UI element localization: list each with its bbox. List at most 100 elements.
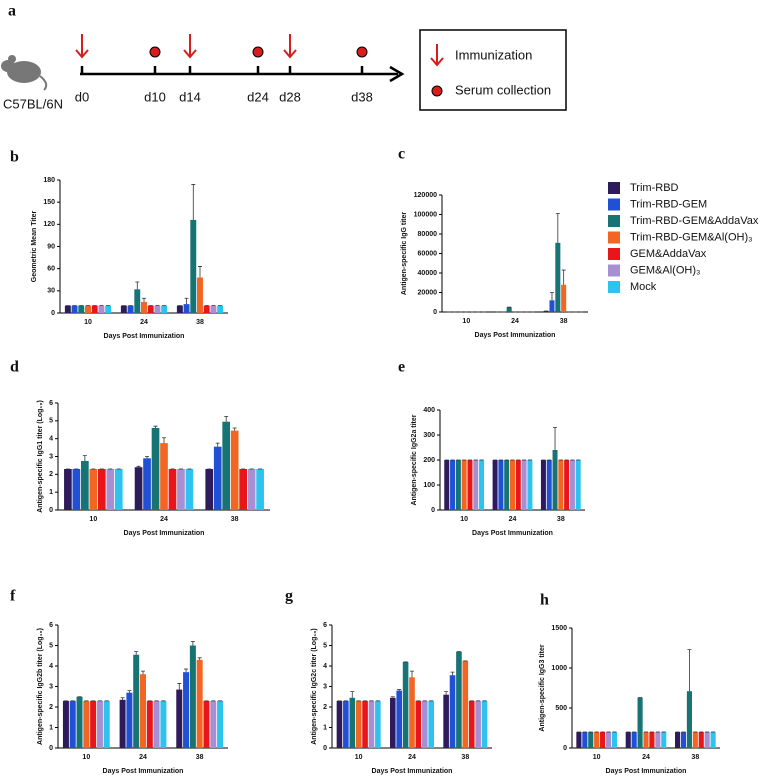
bar bbox=[205, 468, 214, 510]
x-tick-label: 38 bbox=[461, 754, 469, 761]
y-tick-label: 6 bbox=[323, 622, 327, 629]
bar bbox=[649, 732, 655, 748]
bar bbox=[161, 305, 168, 313]
bar bbox=[443, 694, 449, 748]
y-tick-label: 4 bbox=[49, 436, 53, 443]
bar bbox=[576, 732, 582, 748]
bar bbox=[637, 697, 643, 748]
y-tick-label: 5 bbox=[49, 418, 53, 425]
error-bar bbox=[145, 456, 150, 459]
bar bbox=[468, 700, 475, 748]
bar bbox=[147, 305, 154, 313]
day-label: d28 bbox=[279, 89, 301, 104]
bar bbox=[210, 700, 217, 748]
bar bbox=[217, 305, 224, 313]
bar bbox=[422, 700, 428, 748]
y-tick-label: 60 bbox=[47, 266, 55, 273]
x-tick-label: 38 bbox=[231, 516, 239, 523]
legend-swatch bbox=[608, 231, 620, 244]
legend-swatch bbox=[608, 215, 620, 227]
bar bbox=[89, 468, 98, 510]
y-tick-label: 20000 bbox=[418, 289, 438, 296]
error-bar bbox=[184, 297, 189, 305]
day-label: d24 bbox=[247, 89, 269, 104]
bar bbox=[631, 732, 637, 748]
legend-swatch bbox=[608, 198, 620, 211]
bar bbox=[510, 460, 515, 510]
bar bbox=[78, 305, 85, 313]
x-tick-label: 24 bbox=[160, 516, 168, 523]
error-bar bbox=[198, 266, 202, 278]
bar bbox=[197, 277, 203, 313]
bar bbox=[475, 700, 481, 748]
x-tick-label: 38 bbox=[196, 319, 204, 326]
error-bar bbox=[215, 442, 220, 447]
y-tick-label: 400 bbox=[423, 407, 435, 414]
x-tick-label: 10 bbox=[89, 516, 97, 523]
error-bar bbox=[153, 425, 158, 428]
error-bar bbox=[444, 691, 449, 695]
x-axis-title: Days Post Immunization bbox=[103, 768, 184, 775]
bar bbox=[450, 460, 456, 510]
y-tick-label: 4 bbox=[49, 663, 53, 670]
bar bbox=[98, 305, 105, 313]
bar bbox=[81, 460, 89, 510]
panel-letter: b bbox=[10, 149, 19, 166]
bar bbox=[151, 427, 160, 510]
y-tick-label: 1 bbox=[49, 724, 53, 731]
bar bbox=[72, 468, 81, 510]
y-axis-title: Antigen-specific IgG2b titer (Log₁₀) bbox=[37, 628, 44, 745]
bar bbox=[183, 304, 190, 313]
legend-swatch bbox=[608, 264, 620, 277]
bar bbox=[362, 700, 368, 748]
y-tick-label: 0 bbox=[49, 507, 53, 514]
bar bbox=[546, 460, 552, 510]
bar bbox=[402, 661, 409, 748]
legend-swatch bbox=[608, 182, 620, 194]
bar bbox=[564, 460, 570, 510]
y-tick-label: 0 bbox=[51, 310, 55, 317]
bar bbox=[97, 468, 106, 510]
bar bbox=[686, 691, 692, 748]
bar bbox=[456, 651, 462, 748]
bar bbox=[498, 460, 504, 510]
y-tick-label: 0 bbox=[563, 745, 567, 752]
bar bbox=[625, 732, 631, 748]
y-tick-label: 40000 bbox=[418, 270, 438, 277]
y-tick-label: 1000 bbox=[551, 665, 567, 672]
bar bbox=[119, 699, 126, 748]
bar bbox=[71, 305, 78, 313]
bar bbox=[153, 700, 160, 748]
error-bar bbox=[127, 690, 132, 693]
bar bbox=[114, 468, 123, 510]
error-bar bbox=[162, 437, 166, 444]
timeline-axis bbox=[80, 65, 405, 83]
legend-label: GEM&Al(OH)₃ bbox=[630, 264, 700, 276]
x-tick-label: 24 bbox=[139, 754, 147, 761]
bar bbox=[134, 289, 141, 313]
y-tick-label: 500 bbox=[555, 705, 567, 712]
legend-dot bbox=[431, 85, 443, 97]
bar bbox=[343, 700, 349, 748]
panel-letter: g bbox=[285, 588, 293, 605]
mouse-icon bbox=[1, 55, 48, 91]
error-bar bbox=[141, 670, 145, 675]
x-tick-label: 10 bbox=[593, 754, 601, 761]
bar bbox=[230, 430, 239, 510]
bar bbox=[594, 732, 600, 748]
bar bbox=[449, 675, 456, 748]
error-bar bbox=[135, 281, 140, 290]
bar bbox=[105, 305, 112, 313]
y-tick-label: 30 bbox=[47, 288, 55, 295]
bar bbox=[473, 460, 479, 510]
bar bbox=[190, 219, 197, 313]
bar bbox=[91, 305, 98, 313]
bar bbox=[492, 460, 498, 510]
y-tick-label: 60000 bbox=[418, 250, 438, 257]
day-label: d0 bbox=[75, 89, 89, 104]
bar bbox=[698, 732, 704, 748]
y-axis-title: Antigen-specific IgG titer bbox=[401, 212, 408, 296]
bar bbox=[710, 732, 716, 748]
bar bbox=[247, 468, 256, 510]
panel-letter: c bbox=[398, 146, 405, 163]
